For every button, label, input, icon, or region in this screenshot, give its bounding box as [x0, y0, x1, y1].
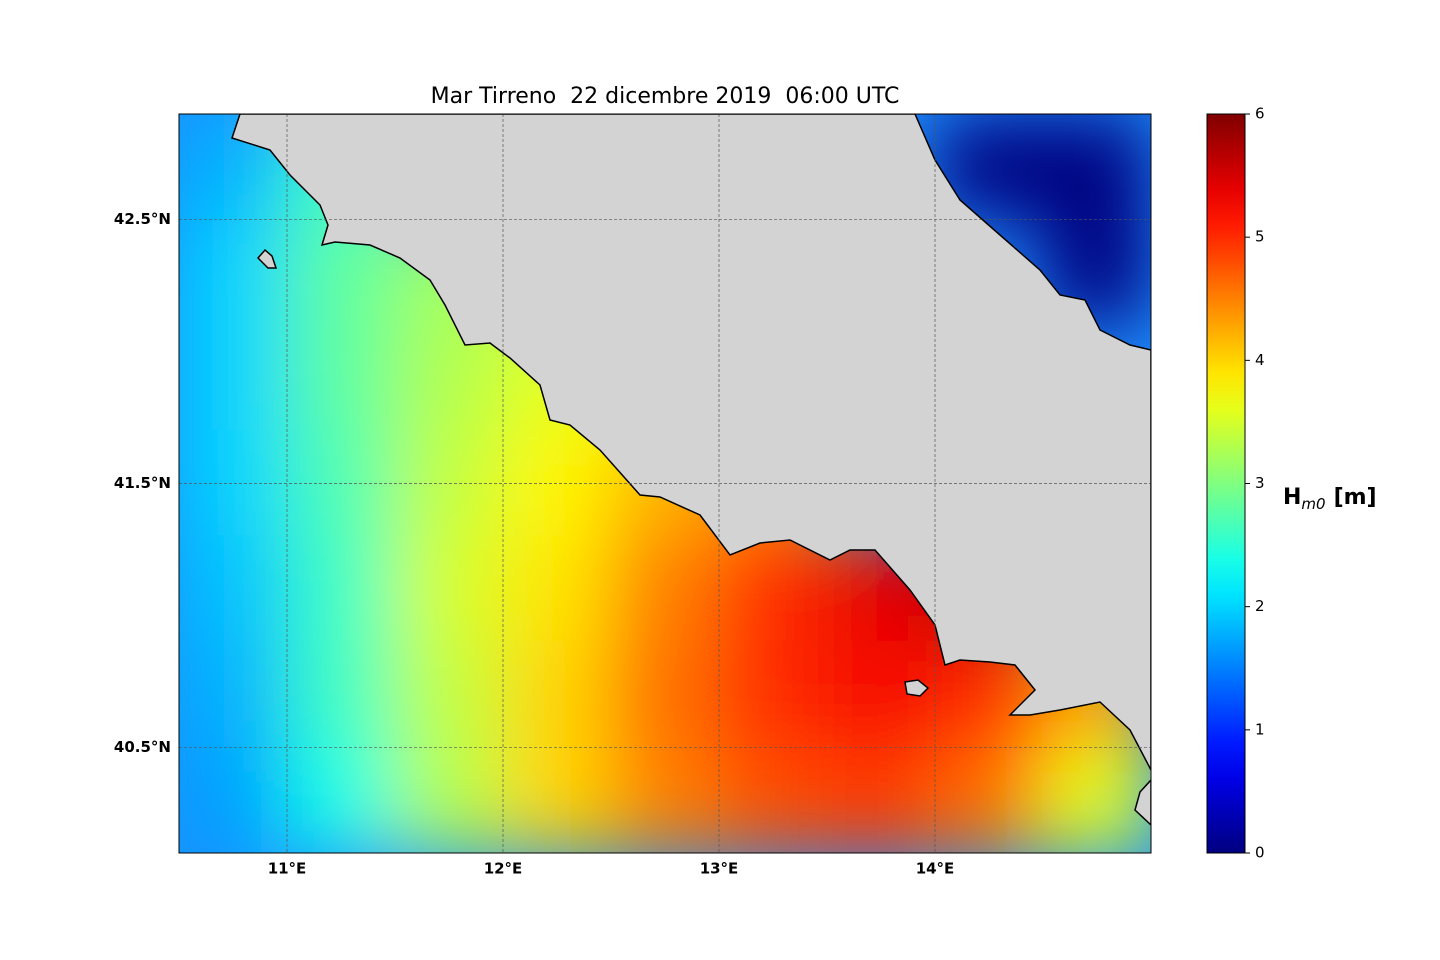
field-cell	[826, 746, 936, 853]
field-cell	[179, 746, 288, 853]
colorbar	[1206, 113, 1246, 854]
x-tick-label: 11°E	[268, 860, 307, 878]
y-tick-label: 42.5°N	[114, 210, 171, 228]
colorbar-tick-label: 4	[1255, 351, 1265, 369]
field-cell	[610, 535, 720, 643]
colorbar-tick-label: 3	[1255, 474, 1265, 492]
colorbar-unit: [m]	[1334, 485, 1377, 510]
colorbar-tick-label: 1	[1255, 720, 1265, 738]
colorbar-tick-label: 2	[1255, 597, 1265, 615]
field-cell	[179, 535, 288, 643]
colorbar-tick-label: 5	[1255, 228, 1265, 246]
x-tick-label: 12°E	[484, 860, 523, 878]
field-cell	[286, 535, 396, 643]
field	[179, 114, 1151, 853]
field-cell	[1042, 114, 1151, 221]
field-cell	[394, 746, 504, 853]
y-tick-label: 41.5°N	[114, 474, 171, 492]
field-cell	[934, 746, 1044, 853]
field-cell	[179, 640, 288, 749]
field-cell	[610, 746, 720, 853]
field-cell	[179, 218, 288, 327]
field-cell	[718, 640, 828, 749]
field-cell	[502, 535, 612, 643]
colorbar-label: Hm0 [m]	[1283, 485, 1377, 513]
colorbar-tick-label: 6	[1255, 105, 1265, 123]
plot-frame	[178, 113, 1152, 854]
field-cell	[502, 746, 612, 853]
field-cell	[286, 640, 396, 749]
field-cell	[394, 535, 504, 643]
colorbar-tick-label: 0	[1255, 844, 1265, 862]
chart-title: Mar Tirreno 22 dicembre 2019 06:00 UTC	[431, 84, 900, 109]
land	[231, 114, 1151, 771]
x-tick-label: 13°E	[700, 860, 739, 878]
colorbar-symbol: H	[1283, 485, 1301, 510]
field-cell	[286, 324, 396, 432]
land	[1134, 778, 1151, 827]
field-cell	[394, 640, 504, 749]
y-tick-label: 40.5°N	[114, 738, 171, 756]
x-tick-label: 14°E	[916, 860, 955, 878]
field-cell	[179, 324, 288, 432]
field-cell	[1042, 746, 1151, 853]
island	[904, 679, 930, 697]
field-cell	[286, 746, 396, 853]
field-cell	[718, 746, 828, 853]
island	[256, 248, 278, 269]
colorbar-subscript: m0	[1301, 495, 1325, 513]
field-cell	[502, 640, 612, 749]
axes: 11°E 12°E 13°E 14°E 40.5°N 41.5°N 42.5°N	[114, 114, 1151, 878]
field-cell	[610, 640, 720, 749]
